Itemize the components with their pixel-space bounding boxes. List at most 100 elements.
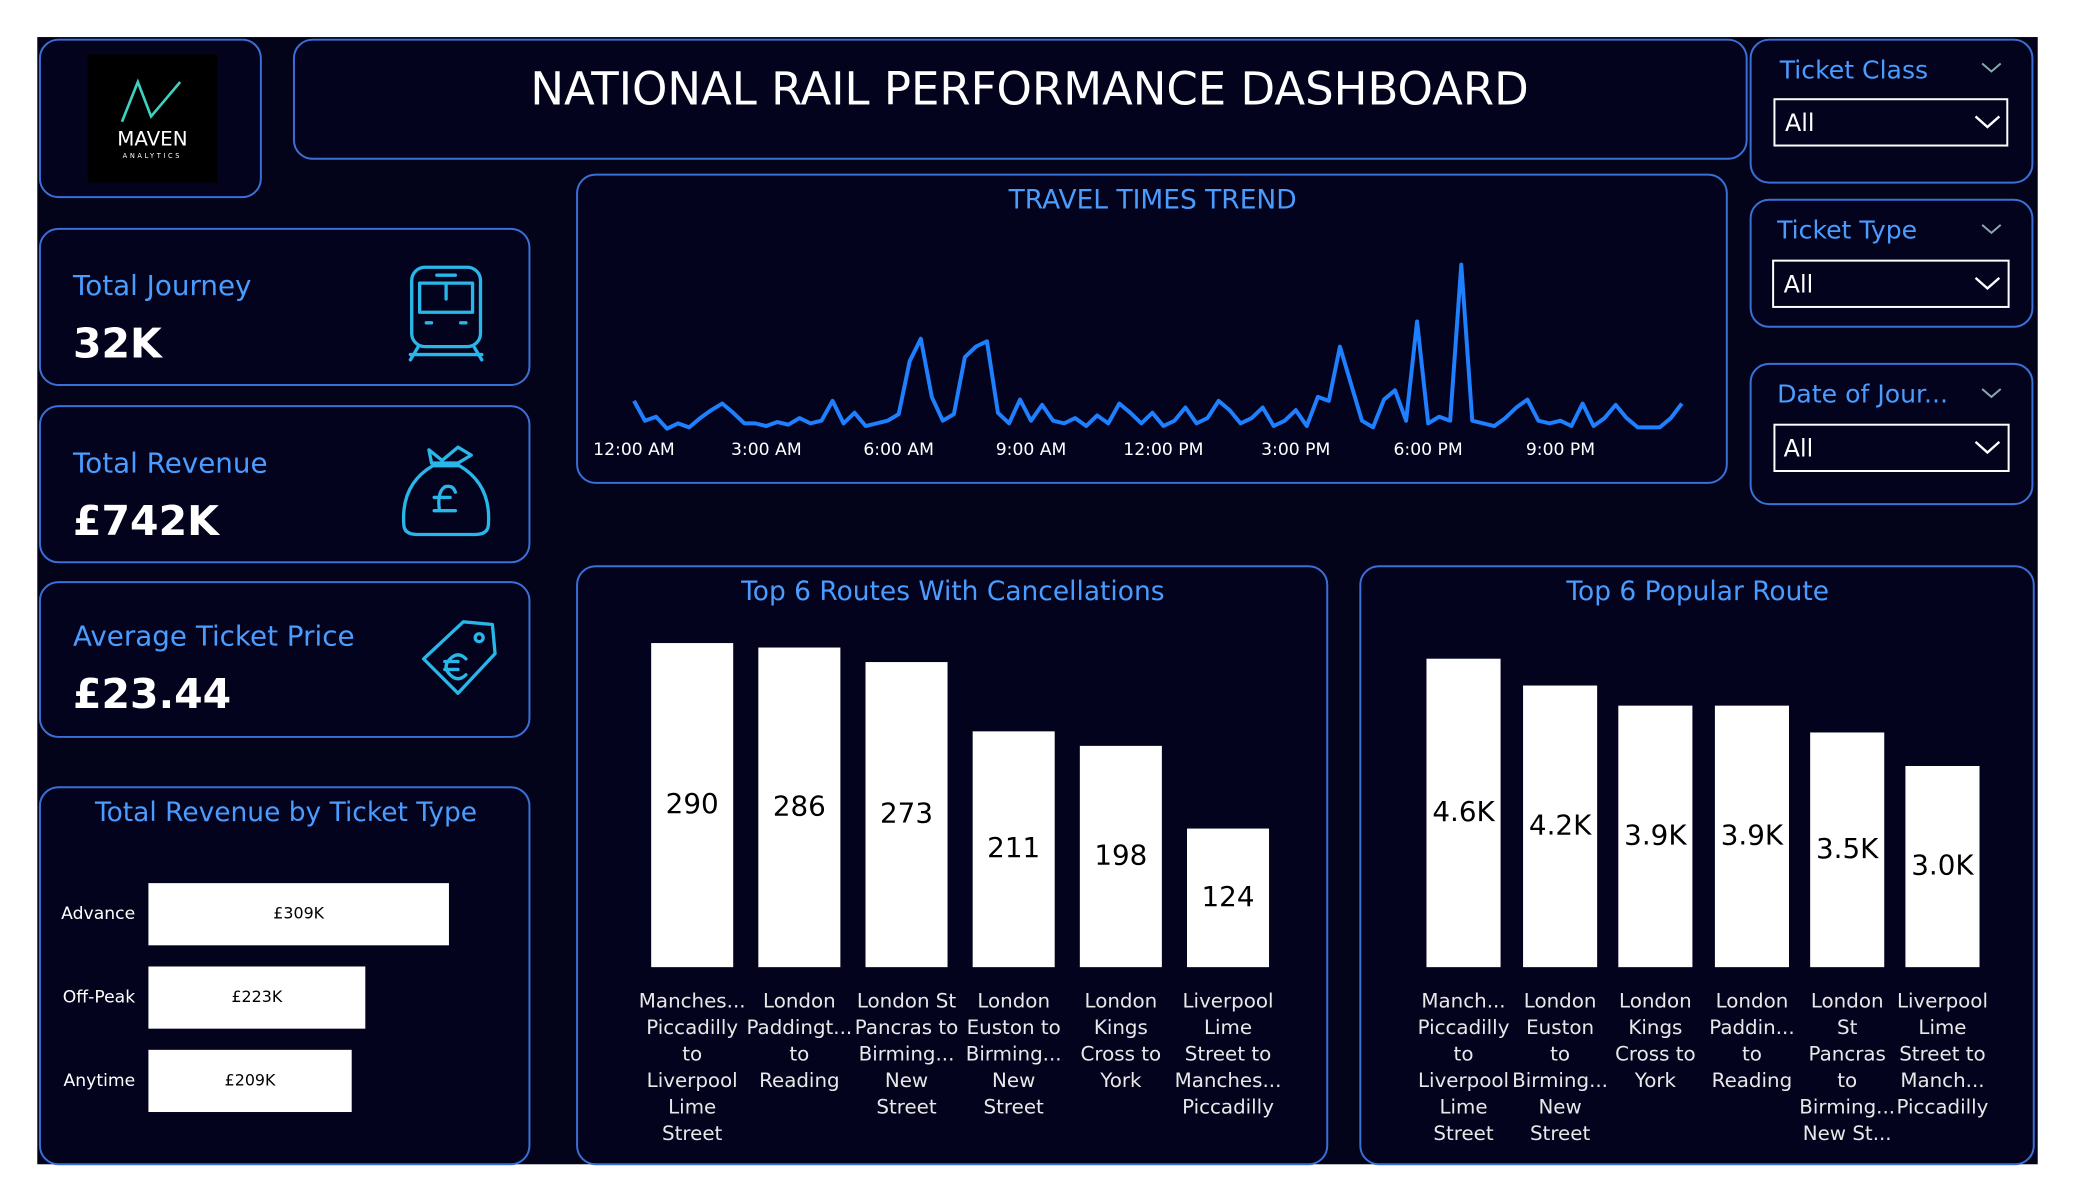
- label-line: Liverpool: [1897, 989, 1988, 1012]
- filter-label: Ticket Class: [1779, 55, 1928, 84]
- bar: [651, 643, 734, 968]
- label-line: to: [1742, 1042, 1762, 1065]
- label-line: Kings: [1094, 1016, 1148, 1039]
- logo: [87, 54, 218, 183]
- category-label: London Kings Cross to York: [1615, 989, 1696, 1091]
- label-line: Street: [984, 1095, 1044, 1118]
- category-label: London Euston to Birming... New Street: [966, 989, 1062, 1118]
- label-line: to: [682, 1042, 702, 1065]
- value-label: 124: [1202, 880, 1255, 913]
- kpi-label: Total Revenue: [72, 446, 268, 479]
- logo-mark: [120, 78, 182, 123]
- kpi-value: 32K: [73, 320, 164, 368]
- label-line: Manch...: [1421, 989, 1505, 1012]
- label-line: to: [1454, 1042, 1474, 1065]
- category-label: Advance: [61, 904, 135, 924]
- label-line: New: [1538, 1095, 1581, 1118]
- logo-name: MAVEN: [117, 128, 187, 151]
- kpi-value: £23.44: [73, 670, 231, 718]
- dropdown[interactable]: [1773, 423, 2010, 472]
- label-line: Liverpool: [647, 1068, 738, 1091]
- x-tick-label: 12:00 PM: [1123, 440, 1203, 460]
- dropdown-value: All: [1784, 270, 1814, 298]
- label-line: Liverpool: [1183, 989, 1274, 1012]
- label-line: Street: [876, 1095, 936, 1118]
- bar: [148, 883, 449, 946]
- category-label: Anytime: [64, 1071, 136, 1091]
- dropdown[interactable]: [1773, 98, 2009, 147]
- filter-label: Date of Jour...: [1777, 380, 1948, 409]
- filter-panel: [1749, 362, 2034, 506]
- kpi-total-revenue: Total Revenue £742K: [38, 405, 531, 564]
- label-line: Cross to: [1615, 1042, 1696, 1065]
- chart-title: Total Revenue by Ticket Type: [94, 797, 477, 828]
- kpi-label: Average Ticket Price: [73, 620, 355, 653]
- price-tag-icon: [421, 620, 497, 695]
- value-label: 3.9K: [1624, 818, 1687, 851]
- label-line: Paddin...: [1709, 1016, 1794, 1039]
- title-panel: [292, 38, 1748, 160]
- label-line: Paddingt...: [746, 1016, 852, 1039]
- kpi-card: [38, 405, 531, 564]
- value-label: 3.9K: [1721, 818, 1784, 851]
- bar: [1523, 685, 1598, 968]
- dropdown-value: All: [1785, 109, 1815, 137]
- chevron: [1974, 276, 2001, 291]
- label-line: Reading: [1712, 1068, 1792, 1091]
- dashboard-title: NATIONAL RAIL PERFORMANCE DASHBOARD: [530, 63, 1528, 116]
- bar: [758, 647, 841, 968]
- label-line: Birming...: [966, 1042, 1062, 1065]
- label-line: London: [1716, 989, 1789, 1012]
- trend-line: [632, 262, 1684, 431]
- label-line: Liverpool: [1418, 1068, 1509, 1091]
- label-line: Piccadilly: [646, 1016, 738, 1039]
- bar: [1426, 658, 1501, 968]
- kpi-average-price: Average Ticket Price £23.44: [38, 581, 531, 738]
- filter-label: Ticket Type: [1776, 216, 1917, 245]
- value-label: 3.5K: [1816, 832, 1879, 865]
- bar: [148, 966, 366, 1029]
- bar: [1810, 732, 1885, 968]
- chevron: [1981, 62, 2002, 73]
- x-tick-label: 3:00 AM: [731, 440, 802, 460]
- value-label: 286: [773, 789, 826, 822]
- label-line: Street: [1530, 1121, 1590, 1144]
- label-line: to: [789, 1042, 809, 1065]
- kpi-total-journey: Total Journey 32K: [38, 227, 531, 386]
- x-tick-label: 6:00 AM: [863, 440, 934, 460]
- label-line: Street to: [1185, 1042, 1271, 1065]
- label-line: York: [1634, 1068, 1677, 1091]
- label-line: York: [1099, 1068, 1142, 1091]
- label-line: Pancras to: [855, 1016, 959, 1039]
- value-label: 3.0K: [1911, 849, 1974, 882]
- category-label: Manch... Piccadilly to Liverpool Lime Street: [1418, 989, 1510, 1144]
- label-line: Manch...: [1900, 1068, 1984, 1091]
- label-line: Manches...: [1175, 1068, 1282, 1091]
- label-line: Street: [662, 1121, 722, 1144]
- bar: [865, 662, 948, 968]
- label-line: Birming...: [1799, 1095, 1895, 1118]
- category-label: London Paddingt... to Reading: [746, 989, 852, 1091]
- kpi-card: [38, 581, 531, 738]
- train-icon: [408, 265, 484, 362]
- chevron: [1974, 441, 2001, 455]
- category-label: Off-Peak: [63, 988, 135, 1008]
- bar: [972, 731, 1055, 968]
- logo-tagline: ANALYTICS: [123, 152, 182, 160]
- label-line: London: [1811, 989, 1884, 1012]
- label-line: Kings: [1628, 1016, 1682, 1039]
- chevron: [1974, 115, 2001, 129]
- label-line: Cross to: [1081, 1042, 1162, 1065]
- chart-title: Top 6 Routes With Cancellations: [740, 576, 1164, 607]
- label-line: Piccadilly: [1897, 1095, 1989, 1118]
- value-label: 4.6K: [1432, 795, 1495, 828]
- x-tick-label: 9:00 AM: [996, 440, 1067, 460]
- chart-title: TRAVEL TIMES TREND: [1008, 185, 1297, 216]
- label-line: Euston to: [967, 1016, 1061, 1039]
- category-label: London Paddin... to Reading: [1709, 989, 1794, 1091]
- label-line: London: [1524, 989, 1597, 1012]
- label-line: St: [1837, 1016, 1858, 1039]
- bar: [1905, 765, 1980, 968]
- dropdown[interactable]: [1772, 259, 2010, 308]
